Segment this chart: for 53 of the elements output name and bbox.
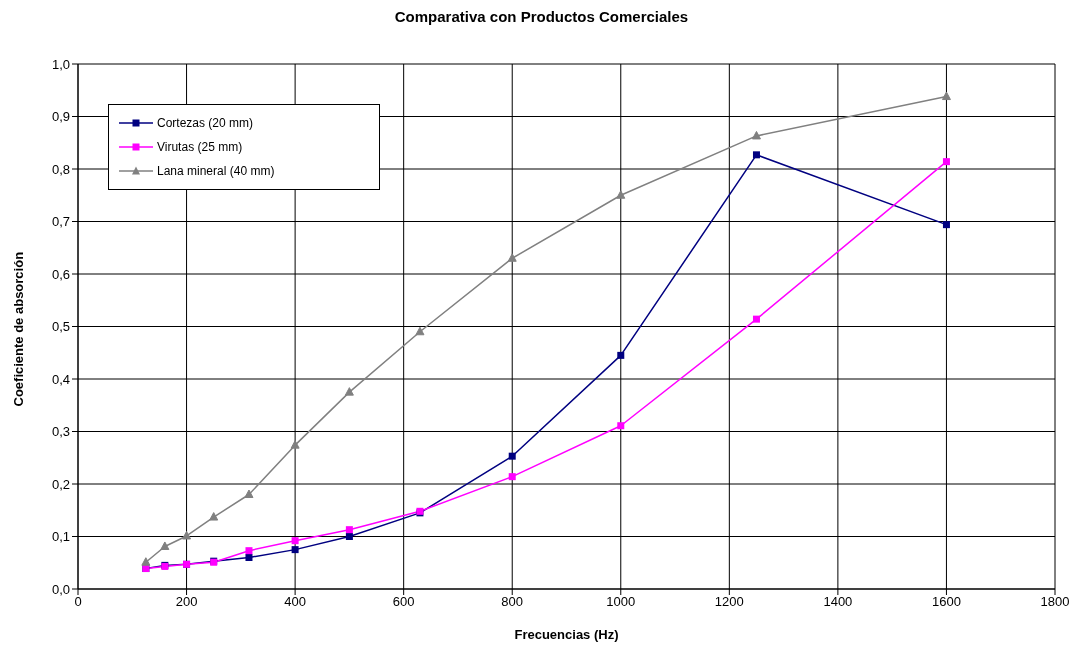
y-tick-label: 1,0 [51,56,70,72]
point [942,221,950,229]
x-tick-label: 1000 [606,594,636,610]
point [507,253,517,262]
x-tick-label: 600 [392,594,415,610]
x-tick-label: 0 [74,594,82,610]
y-tick-label: 0,1 [51,529,70,545]
point [245,554,253,561]
y-tick-label: 0,2 [51,476,70,492]
legend-label: Cortezas (20 mm) [157,116,254,130]
point [209,512,219,521]
point [182,530,192,540]
chart-title: Comparativa con Productos Comerciales [393,8,690,27]
x-axis-title: Frecuencias (Hz) [514,627,619,642]
legend-label: Virutas (25 mm) [157,140,243,154]
x-tick-label: 800 [501,594,524,610]
point [751,130,761,140]
point [244,489,254,498]
y-tick-label: 0,9 [51,109,70,125]
point [508,473,516,481]
y-tick-label: 0,5 [51,319,70,335]
point [345,526,353,534]
legend-label: Lana mineral (40 mm) [157,164,275,178]
y-tick-label: 0,8 [51,161,70,177]
y-tick-label: 0,4 [51,371,70,387]
point [291,537,299,545]
point [345,533,353,540]
point [344,387,354,396]
point [941,91,951,101]
point [160,541,170,550]
x-tick-label: 1600 [931,594,961,610]
y-axis-title: Coeficiente de absorción [10,251,26,407]
y-tick-label: 0,3 [51,424,70,440]
x-tick-label: 1200 [714,594,744,610]
point [616,190,626,199]
point [245,547,253,555]
point [508,452,516,460]
x-tick-label: 400 [284,594,306,610]
y-tick-label: 0,7 [51,214,70,230]
x-tick-label: 1400 [823,594,853,610]
y-tick-label: 0,0 [51,581,70,597]
point [942,158,950,166]
y-tick-label: 0,6 [51,266,70,282]
x-tick-label: 200 [175,594,198,610]
point [290,440,300,449]
point [617,422,625,430]
point [752,151,760,159]
x-tick-label: 1800 [1040,594,1070,610]
point [291,546,299,554]
point [141,557,151,566]
point [752,315,760,323]
point [415,326,425,336]
point [617,351,625,359]
